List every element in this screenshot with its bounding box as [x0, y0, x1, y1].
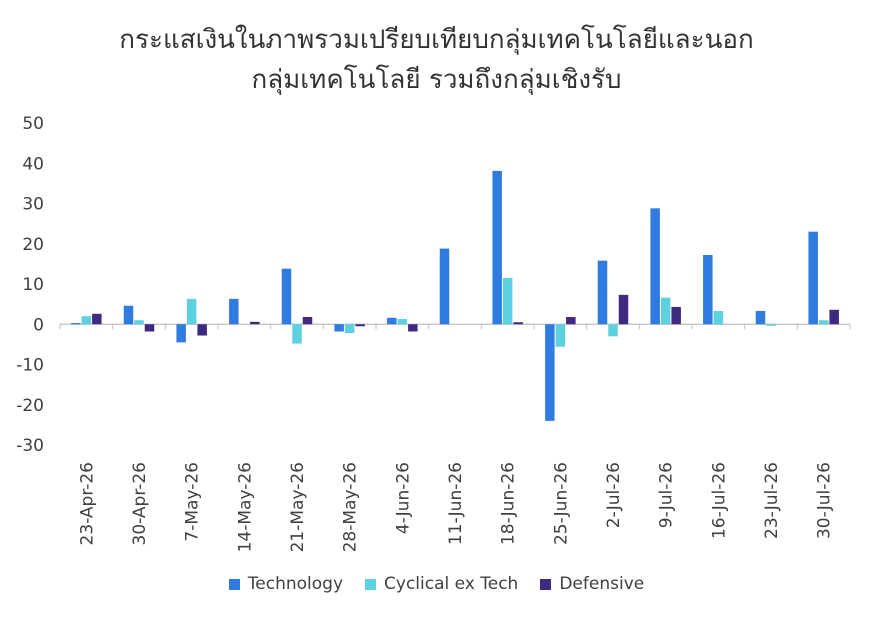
x-tick-label: 7-May-26	[183, 462, 203, 542]
x-tick-label: 21-May-26	[288, 462, 308, 552]
bar-cyclical-ex-tech-10	[608, 324, 618, 337]
x-tick-label: 2-Jul-26	[604, 462, 624, 528]
bar-defensive-8	[513, 322, 523, 325]
bar-technology-4	[281, 268, 292, 325]
bar-cyclical-ex-tech-6	[397, 319, 408, 325]
y-tick-label: 30	[22, 195, 44, 215]
y-tick-label: 10	[22, 275, 44, 295]
bar-technology-0	[71, 323, 81, 325]
bar-cyclical-ex-tech-1	[134, 320, 144, 325]
legend-item-defensive: Defensive	[540, 574, 644, 594]
y-tick-label: -10	[16, 356, 44, 376]
x-tick-label: 30-Apr-26	[130, 462, 150, 545]
x-tick-label: 4-Jun-26	[393, 462, 413, 534]
bar-defensive-11	[671, 306, 681, 325]
bar-defensive-5	[355, 324, 365, 327]
y-tick-label: 20	[22, 235, 44, 255]
bar-technology-2	[176, 324, 186, 343]
bar-cyclical-ex-tech-5	[344, 324, 355, 334]
bar-defensive-4	[302, 317, 313, 325]
x-tick-label: 25-Jun-26	[551, 462, 571, 545]
legend-label-defensive: Defensive	[559, 574, 645, 594]
bar-technology-14	[808, 231, 818, 325]
bar-technology-9	[545, 324, 555, 421]
bar-technology-12	[703, 255, 713, 325]
bar-cyclical-ex-tech-14	[818, 320, 829, 325]
bar-technology-13	[755, 310, 766, 325]
bar-defensive-10	[618, 294, 629, 325]
legend-label-cyclical: Cyclical ex Tech	[384, 574, 519, 594]
bar-cyclical-ex-tech-4	[292, 324, 302, 344]
bar-defensive-6	[408, 324, 418, 332]
bar-cyclical-ex-tech-8	[502, 277, 513, 325]
bar-technology-3	[229, 298, 239, 325]
bar-cyclical-ex-tech-11	[660, 297, 671, 325]
x-tick-label: 30-Jul-26	[815, 462, 835, 539]
bar-defensive-1	[144, 324, 155, 332]
x-tick-label: 23-Jul-26	[762, 462, 782, 539]
bar-technology-1	[123, 305, 134, 325]
legend-item-technology: Technology	[228, 574, 344, 594]
bar-technology-11	[650, 208, 660, 325]
x-tick-label: 14-May-26	[235, 462, 255, 552]
legend-label-technology: Technology	[247, 574, 344, 594]
bar-cyclical-ex-tech-0	[81, 316, 92, 325]
bar-cyclical-ex-tech-2	[186, 298, 197, 325]
chart-subtitle: กลุ่มเทคโนโลยี รวมถึงกลุ่มเชิงรับ	[251, 65, 622, 95]
legend-swatch-technology	[228, 578, 240, 590]
bar-cyclical-ex-tech-13	[766, 324, 776, 326]
y-tick-label: -30	[16, 436, 44, 456]
legend-item-cyclical: Cyclical ex Tech	[365, 574, 518, 594]
bar-technology-5	[334, 324, 344, 332]
y-tick-label: -20	[16, 396, 44, 416]
bar-defensive-3	[250, 321, 260, 325]
bar-cyclical-ex-tech-9	[555, 324, 566, 347]
x-tick-label: 28-May-26	[341, 462, 361, 552]
x-tick-label: 23-Apr-26	[77, 462, 97, 545]
bar-technology-6	[387, 317, 397, 325]
bar-technology-8	[492, 170, 502, 325]
y-tick-label: 50	[22, 114, 44, 134]
x-tick-label: 16-Jul-26	[709, 462, 729, 539]
chart-title: กระแสเงินในภาพรวมเปรียบเทียบกลุ่มเทคโนโล…	[119, 25, 754, 55]
bar-defensive-14	[829, 309, 839, 325]
x-tick-label: 18-Jun-26	[499, 462, 519, 545]
legend-swatch-cyclical	[365, 578, 377, 590]
y-tick-label: 40	[22, 154, 44, 174]
bar-defensive-9	[566, 317, 576, 325]
legend: Technology Cyclical ex Tech Defensive	[0, 574, 873, 594]
y-tick-label: 0	[33, 315, 44, 335]
x-tick-label: 11-Jun-26	[446, 462, 466, 545]
legend-swatch-defensive	[540, 578, 552, 590]
bar-technology-10	[597, 260, 608, 325]
bar-cyclical-ex-tech-12	[713, 310, 724, 325]
x-tick-label: 9-Jul-26	[657, 462, 677, 528]
bar-defensive-2	[197, 324, 207, 336]
bar-technology-7	[439, 248, 450, 325]
bar-defensive-0	[92, 313, 102, 325]
